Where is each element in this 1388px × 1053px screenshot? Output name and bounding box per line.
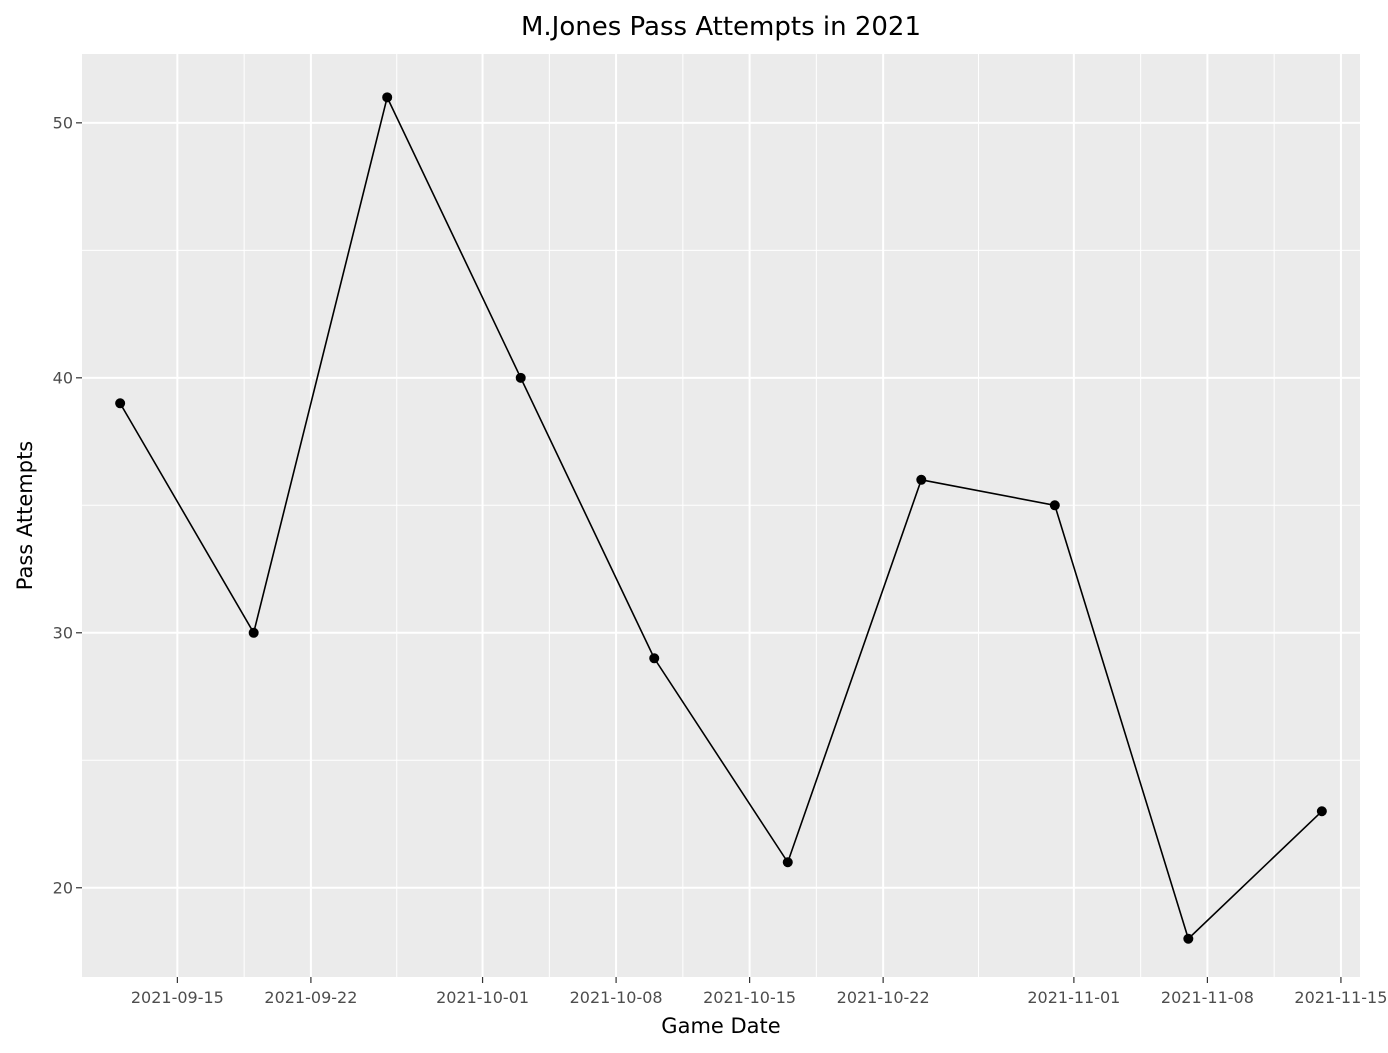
data-point xyxy=(248,627,259,638)
data-point xyxy=(649,653,660,664)
major-gridlines-y xyxy=(82,121,1360,889)
data-point xyxy=(1316,806,1327,817)
x-tick-label: 2021-10-15 xyxy=(703,988,796,1007)
axis-ticks xyxy=(76,122,1342,983)
data-point xyxy=(1049,500,1060,511)
plot-panel xyxy=(82,54,1360,977)
data-point xyxy=(515,372,526,383)
x-tick-label: 2021-10-22 xyxy=(837,988,930,1007)
x-tick-label: 2021-11-08 xyxy=(1161,988,1254,1007)
major-gridlines-x xyxy=(176,54,1342,977)
chart-title: M.Jones Pass Attempts in 2021 xyxy=(521,12,921,42)
series-line xyxy=(119,94,1323,941)
x-tick-label: 2021-11-01 xyxy=(1027,988,1120,1007)
y-axis-title: Pass Attempts xyxy=(13,441,37,591)
data-point xyxy=(782,857,793,868)
x-axis-title: Game Date xyxy=(661,1014,780,1038)
data-point xyxy=(1183,933,1194,944)
x-tick-label: 2021-09-15 xyxy=(131,988,224,1007)
x-tick-label: 2021-10-08 xyxy=(570,988,663,1007)
data-point xyxy=(382,92,393,103)
y-tick-label: 30 xyxy=(53,623,73,642)
data-point xyxy=(916,474,927,485)
tick-labels: 20 30 40 50 2021-09-15 2021-09-22 2021-10-01 20… xyxy=(53,113,1388,1007)
x-tick-label: 2021-11-15 xyxy=(1294,988,1387,1007)
x-tick-label: 2021-09-22 xyxy=(264,988,357,1007)
y-tick-label: 20 xyxy=(53,878,73,897)
data-point xyxy=(115,398,126,409)
y-tick-label: 40 xyxy=(53,368,73,387)
minor-gridlines-x xyxy=(243,54,1275,977)
x-tick-label: 2021-10-01 xyxy=(436,988,529,1007)
y-tick-label: 50 xyxy=(53,113,73,132)
series xyxy=(115,92,1327,944)
